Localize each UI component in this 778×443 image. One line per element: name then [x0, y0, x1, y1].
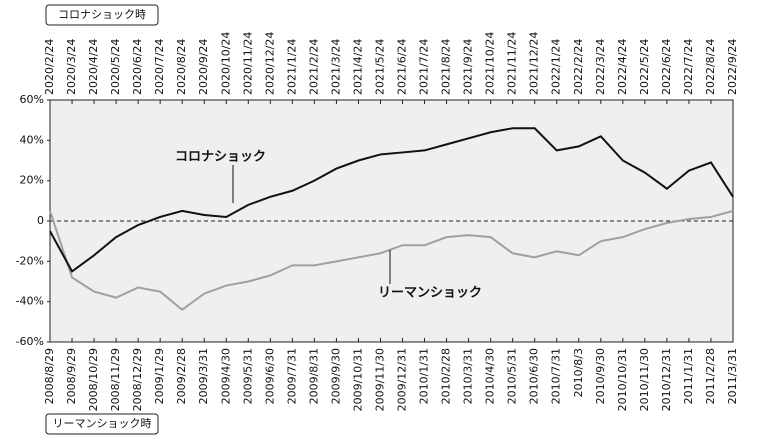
- series-label: コロナショック: [175, 150, 266, 165]
- top-tick-label: 2022/3/24: [594, 39, 607, 95]
- top-tick-label: 2020/10/24: [219, 32, 232, 95]
- x-tick-label: 2010/9/30: [594, 348, 607, 404]
- x-tick-label: 2011/1/31: [682, 348, 695, 404]
- top-tick-label: 2020/5/24: [109, 39, 122, 95]
- top-tick-label: 2020/4/24: [87, 39, 100, 95]
- top-tick-label: 2020/7/24: [153, 39, 166, 95]
- x-tick-label: 2009/12/31: [396, 348, 409, 411]
- x-tick-label: 2010/12/31: [660, 348, 673, 411]
- top-tick-label: 2022/6/24: [660, 39, 673, 95]
- top-tick-label: 2021/8/24: [440, 39, 453, 95]
- top-tick-label: 2021/5/24: [373, 39, 386, 95]
- x-tick-label: 2009/11/30: [373, 348, 386, 411]
- x-tick-label: 2009/5/31: [241, 348, 254, 404]
- y-tick-label: 20%: [20, 174, 44, 187]
- top-tick-label: 2020/11/24: [241, 32, 254, 95]
- top-tick-label: 2020/8/24: [175, 39, 188, 95]
- top-tick-label: 2022/4/24: [616, 39, 629, 95]
- x-tick-label: 2008/12/29: [131, 348, 144, 411]
- x-tick-label: 2008/9/29: [65, 348, 78, 404]
- top-tick-label: 2021/9/24: [462, 39, 475, 95]
- top-tick-label: 2021/3/24: [329, 39, 342, 95]
- x-tick-label: 2009/6/30: [263, 348, 276, 404]
- plot-area: [49, 99, 734, 343]
- top-tick-label: 2020/12/24: [263, 32, 276, 95]
- top-tick-label: 2021/6/24: [396, 39, 409, 95]
- top-tick-label: 2020/3/24: [65, 39, 78, 95]
- series-label: リーマンショック: [378, 286, 482, 301]
- x-tick-label: 2009/7/31: [285, 348, 298, 404]
- top-tick-label: 2021/12/24: [528, 32, 541, 95]
- top-tick-label: 2021/1/24: [285, 39, 298, 95]
- y-tick-label: 40%: [20, 133, 44, 146]
- bottom-axis-box: [45, 413, 159, 435]
- x-tick-label: 2009/9/30: [329, 348, 342, 404]
- x-tick-label: 2010/11/30: [638, 348, 651, 411]
- top-tick-label: 2021/7/24: [418, 39, 431, 95]
- top-tick-label: 2022/2/24: [572, 39, 585, 95]
- y-tick-label: -40%: [16, 295, 44, 308]
- y-tick-label: -60%: [16, 335, 44, 348]
- top-tick-label: 2022/5/24: [638, 39, 651, 95]
- y-tick-label: -20%: [16, 254, 44, 267]
- top-tick-label: 2021/2/24: [307, 39, 320, 95]
- x-tick-label: 2009/10/31: [351, 348, 364, 411]
- x-tick-label: 2009/3/31: [197, 348, 210, 404]
- x-tick-label: 2010/7/31: [550, 348, 563, 404]
- top-axis-title: コロナショック時: [58, 8, 146, 21]
- x-tick-label: 2010/5/31: [506, 348, 519, 404]
- top-tick-label: 2021/10/24: [484, 32, 497, 95]
- x-tick-label: 2009/4/30: [219, 348, 232, 404]
- x-tick-label: 2008/10/29: [87, 348, 100, 411]
- x-tick-label: 2010/3/31: [462, 348, 475, 404]
- top-tick-label: 2021/11/24: [506, 32, 519, 95]
- y-tick-label: 60%: [20, 93, 44, 106]
- top-tick-label: 2022/1/24: [550, 39, 563, 95]
- top-tick-label: 2020/2/24: [43, 39, 56, 95]
- x-tick-label: 2010/10/31: [616, 348, 629, 411]
- x-tick-label: 2009/2/28: [175, 348, 188, 404]
- x-tick-label: 2010/1/31: [418, 348, 431, 404]
- top-tick-label: 2020/6/24: [131, 39, 144, 95]
- x-tick-label: 2009/1/29: [153, 348, 166, 404]
- x-tick-label: 2010/6/30: [528, 348, 541, 404]
- x-tick-label: 2008/8/29: [43, 348, 56, 404]
- x-tick-label: 2010/8/3: [572, 348, 585, 397]
- x-tick-label: 2009/8/31: [307, 348, 320, 404]
- bottom-axis-title: リーマンショック時: [53, 417, 152, 430]
- x-tick-label: 2011/3/31: [726, 348, 739, 404]
- top-tick-label: 2020/9/24: [197, 39, 210, 95]
- x-tick-label: 2011/2/28: [704, 348, 717, 404]
- x-tick-label: 2010/4/30: [484, 348, 497, 404]
- series-line: [49, 209, 734, 311]
- top-tick-label: 2022/7/24: [682, 39, 695, 95]
- top-tick-label: 2022/9/24: [726, 39, 739, 95]
- x-tick-label: 2010/2/28: [440, 348, 453, 404]
- top-tick-label: 2021/4/24: [351, 39, 364, 95]
- series-line: [49, 127, 734, 273]
- y-tick-label: 0: [37, 214, 44, 227]
- top-tick-label: 2022/8/24: [704, 39, 717, 95]
- x-tick-label: 2008/11/29: [109, 348, 122, 411]
- top-axis-box: [45, 4, 159, 26]
